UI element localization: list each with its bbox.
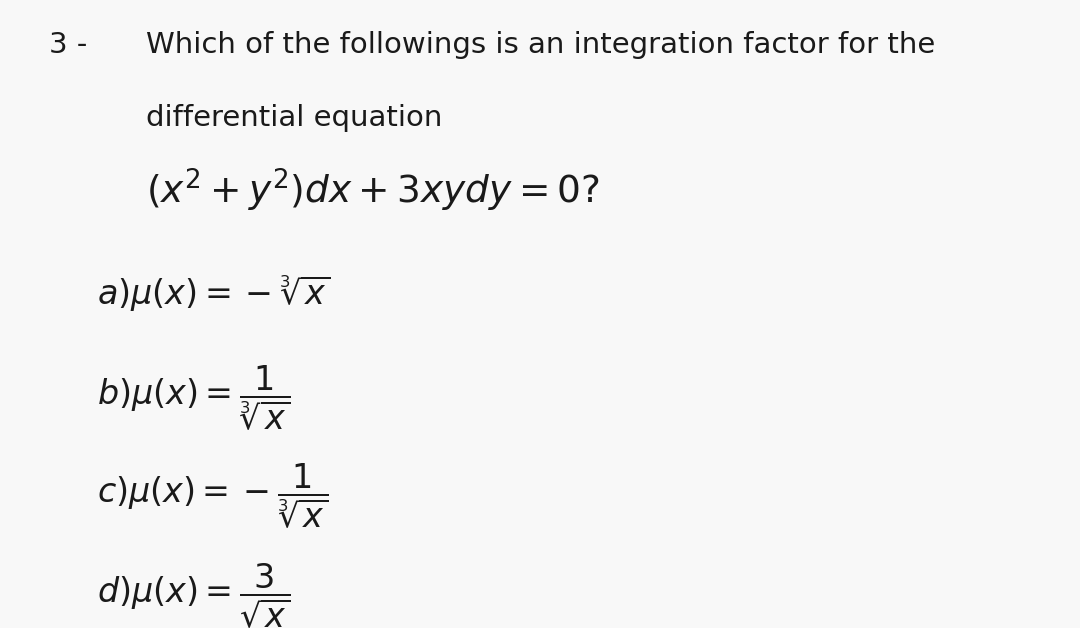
Text: Which of the followings is an integration factor for the: Which of the followings is an integratio… <box>146 31 935 60</box>
Text: $d)\mu(x) = \dfrac{3}{\sqrt{x}}$: $d)\mu(x) = \dfrac{3}{\sqrt{x}}$ <box>97 562 291 628</box>
Text: $(x^2 + y^2)dx + 3xydy = 0?$: $(x^2 + y^2)dx + 3xydy = 0?$ <box>146 166 599 214</box>
Text: $a)\mu(x) = -\sqrt[3]{x}$: $a)\mu(x) = -\sqrt[3]{x}$ <box>97 273 330 313</box>
Text: $b)\mu(x) = \dfrac{1}{\sqrt[3]{x}}$: $b)\mu(x) = \dfrac{1}{\sqrt[3]{x}}$ <box>97 364 291 433</box>
Text: differential equation: differential equation <box>146 104 442 132</box>
Text: $c)\mu(x) = -\dfrac{1}{\sqrt[3]{x}}$: $c)\mu(x) = -\dfrac{1}{\sqrt[3]{x}}$ <box>97 462 328 531</box>
Text: 3 -: 3 - <box>49 31 86 60</box>
